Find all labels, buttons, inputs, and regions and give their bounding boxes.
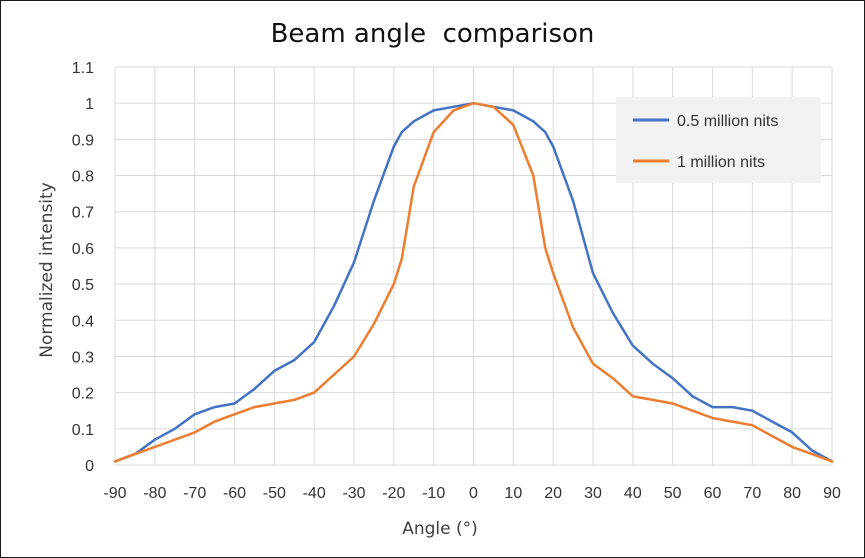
legend-label-1: 1 million nits <box>677 154 765 171</box>
y-tick-label: 0.2 <box>72 386 94 403</box>
legend-background <box>616 97 821 183</box>
x-tick-label: 80 <box>783 485 801 502</box>
y-tick-label: 1.1 <box>72 60 94 77</box>
y-tick-label: 0.1 <box>72 422 94 439</box>
y-tick-label: 0.5 <box>72 277 94 294</box>
x-tick-label: 30 <box>584 485 602 502</box>
x-tick-label: 0 <box>469 485 478 502</box>
series-line-1 <box>113 101 834 463</box>
x-tick-label: -40 <box>303 485 326 502</box>
x-tick-label: -10 <box>422 485 445 502</box>
x-tick-label: -20 <box>382 485 405 502</box>
y-tick-labels: 0 0.1 0.2 0.3 0.4 0.5 0.6 0.7 0.8 0.9 1 1.1 <box>72 60 94 475</box>
chart-title: Beam angle comparison <box>270 19 595 49</box>
series-lines <box>113 101 834 463</box>
x-tick-label: 60 <box>704 485 722 502</box>
x-tick-label: -30 <box>342 485 365 502</box>
x-axis-label: Angle (°) <box>402 519 478 539</box>
y-tick-label: 0 <box>85 458 94 475</box>
y-tick-label: 1 <box>85 96 94 113</box>
x-tick-label: 50 <box>664 485 682 502</box>
y-tick-label: 0.8 <box>72 169 94 186</box>
x-tick-label: -80 <box>143 485 166 502</box>
y-tick-label: 0.6 <box>72 241 94 258</box>
x-tick-label: 90 <box>823 485 841 502</box>
y-axis-label: Normalized intensity <box>37 182 57 358</box>
legend: 0.5 million nits 1 million nits <box>616 97 821 183</box>
x-tick-label: -70 <box>183 485 206 502</box>
x-tick-label: 10 <box>504 485 522 502</box>
y-tick-label: 0.3 <box>72 349 94 366</box>
y-tick-label: 0.4 <box>72 313 94 330</box>
x-tick-label: 70 <box>743 485 761 502</box>
x-tick-label: -90 <box>103 485 126 502</box>
y-tick-label: 0.7 <box>72 205 94 222</box>
y-tick-label: 0.9 <box>72 132 94 149</box>
x-tick-label: 20 <box>544 485 562 502</box>
x-tick-label: 40 <box>624 485 642 502</box>
x-tick-label: -60 <box>223 485 246 502</box>
x-tick-labels: -90 -80 -70 -60 -50 -40 -30 -20 -10 0 10 20 30 40 50 60… <box>103 485 841 502</box>
x-tick-label: -50 <box>263 485 286 502</box>
legend-label-0: 0.5 million nits <box>677 113 778 130</box>
